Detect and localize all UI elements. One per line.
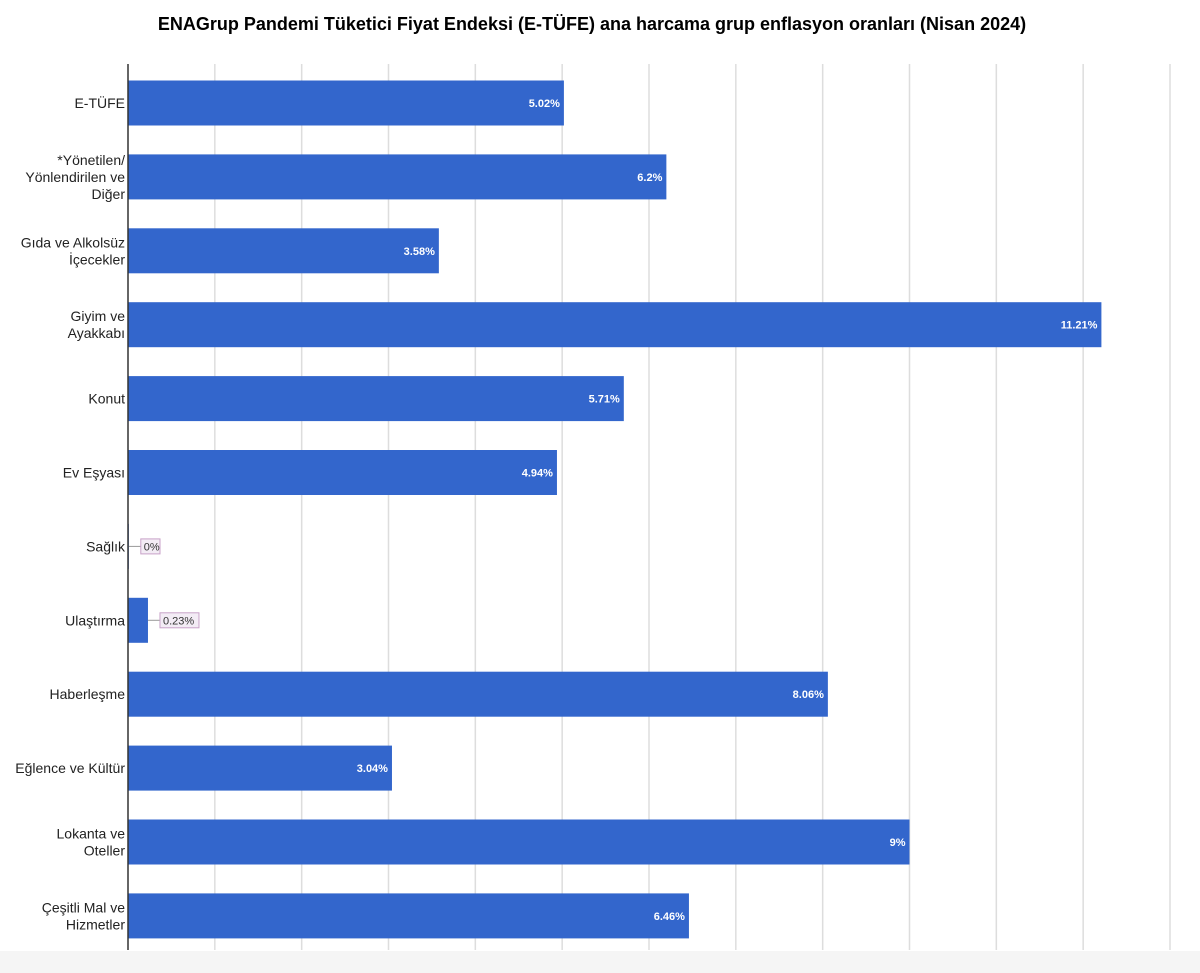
bar <box>128 154 667 200</box>
data-label: 6.2% <box>637 172 662 184</box>
data-label: 0% <box>144 541 160 553</box>
category-label: *Yönetilen/Yönlendirilen ve Diğer <box>25 152 125 202</box>
bar <box>128 597 148 643</box>
callout-box <box>159 612 200 629</box>
data-label: 3.58% <box>404 246 435 258</box>
category-label: Ulaştırma <box>65 612 125 628</box>
category-label: Eğlence ve Kültür <box>15 760 125 776</box>
data-label: 5.71% <box>589 394 620 406</box>
bar <box>128 80 564 126</box>
category-label: Konut <box>88 391 125 407</box>
chart-title: ENAGrup Pandemi Tüketici Fiyat Endeksi (… <box>157 14 1027 34</box>
category-label: Gıda ve Alkolsüz İçecekler <box>21 234 126 267</box>
data-label: 0.23% <box>163 615 194 627</box>
category-label: Lokanta ve Oteller <box>57 826 126 859</box>
bar <box>128 302 1102 348</box>
data-label: 4.94% <box>522 468 553 480</box>
bar <box>128 819 910 865</box>
data-label: 5.02% <box>529 98 560 110</box>
bar <box>128 671 828 717</box>
bar <box>128 745 392 791</box>
bar <box>128 450 557 495</box>
data-label: 3.04% <box>357 763 388 775</box>
category-label: Haberleşme <box>50 686 126 702</box>
data-label: 11.21% <box>1061 320 1098 332</box>
category-label: Sağlık <box>86 538 126 554</box>
data-label: 6.46% <box>654 911 685 923</box>
category-label: Giyim ve Ayakkabı <box>68 308 126 341</box>
callout-box <box>140 538 161 555</box>
data-label: 8.06% <box>793 689 824 701</box>
data-label: 9% <box>890 837 906 849</box>
bar <box>128 376 624 422</box>
category-label: Ev Eşyası <box>63 465 125 481</box>
category-label: E-TÜFE <box>74 94 125 111</box>
bottom-band <box>0 951 1200 973</box>
bar <box>128 893 689 939</box>
bar <box>128 228 439 274</box>
category-label: Çeşitli Mal ve Hizmetler <box>42 899 126 932</box>
